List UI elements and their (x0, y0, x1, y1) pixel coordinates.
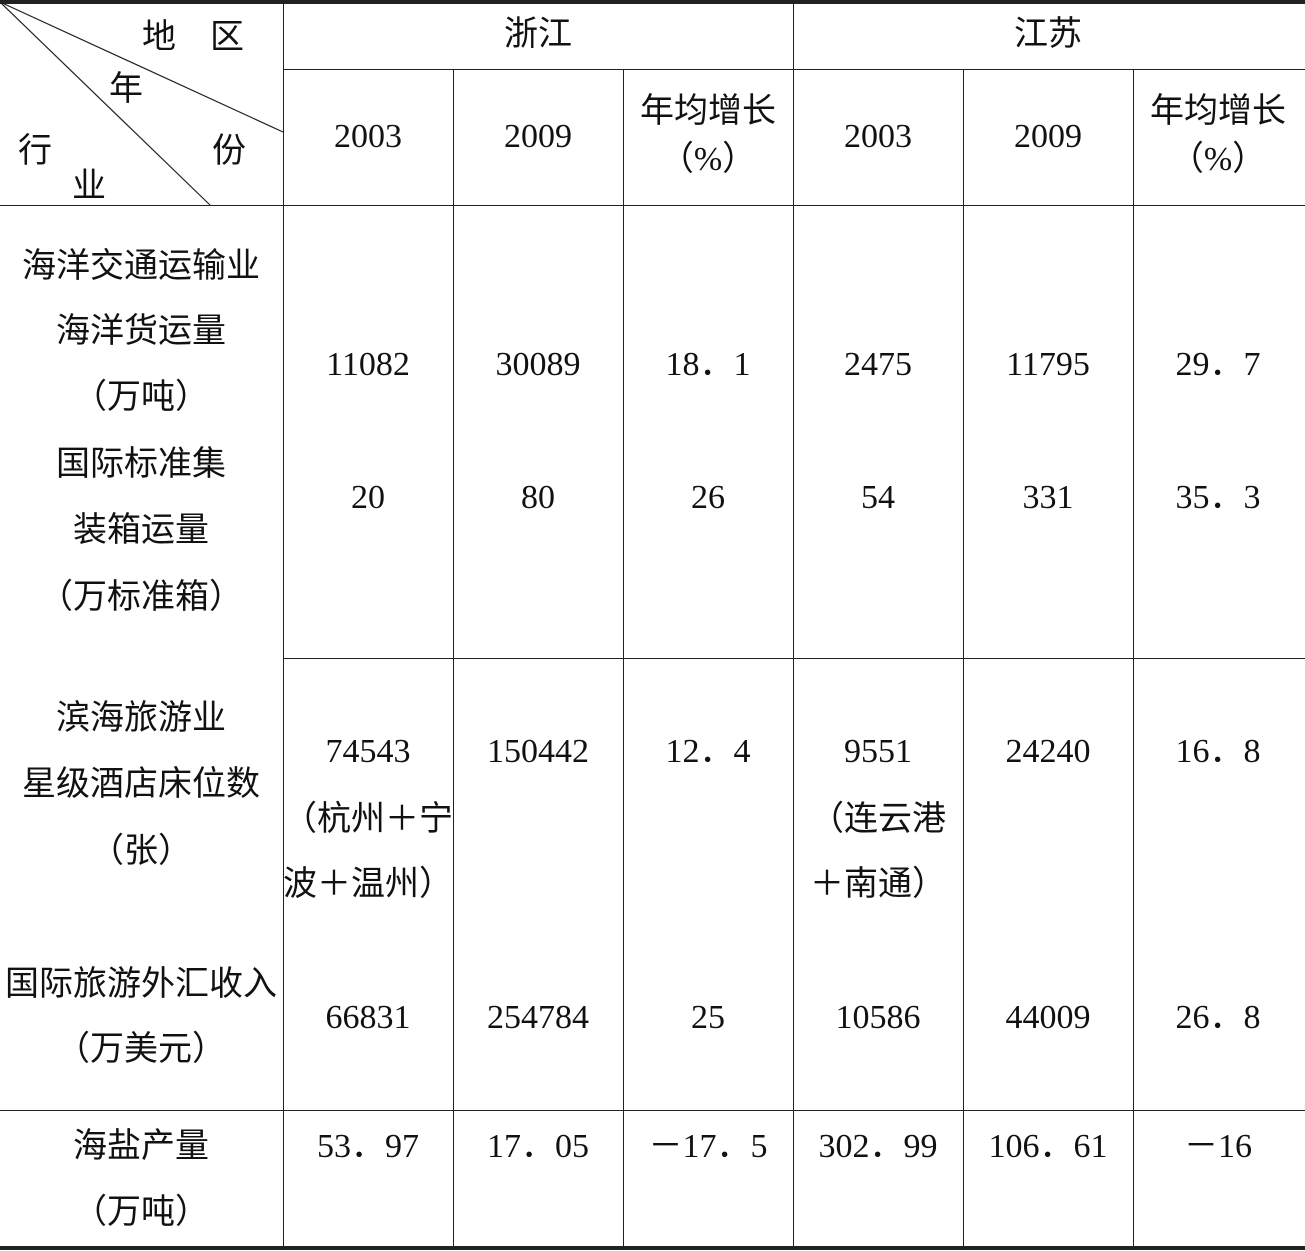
corner-industry-label: 行 (18, 133, 52, 170)
growth-header: 年均增长 (640, 93, 776, 130)
row-divider (0, 1110, 1305, 1111)
cell-note: （连云港 (810, 801, 946, 838)
row-label: 海盐产量 (73, 1128, 209, 1165)
cell: 74543 (325, 733, 411, 770)
cell: 10586 (835, 999, 921, 1036)
row-label: 装箱运量 (73, 512, 209, 549)
row-label: 国际旅游外汇收入 (5, 966, 277, 1003)
row-unit: （万吨） (73, 379, 209, 416)
cell: 9551 (844, 733, 912, 770)
row-unit: （张） (90, 833, 192, 870)
cell: 26．8 (1175, 999, 1261, 1036)
year-header: 2009 (1014, 118, 1082, 155)
cell: 12．4 (665, 733, 751, 770)
top-rule (0, 0, 1305, 4)
cell: 254784 (487, 999, 589, 1036)
year-header: 2009 (504, 118, 572, 155)
corner-year-label: 年 (109, 71, 143, 108)
cell-note: ＋南通） (810, 866, 946, 903)
row-label: 星级酒店床位数 (22, 766, 260, 803)
cell: 302．99 (818, 1128, 938, 1165)
cell: 25 (691, 999, 725, 1036)
cell: 18．1 (665, 346, 751, 383)
cell: 53．97 (317, 1128, 419, 1165)
cell: 16．8 (1175, 733, 1261, 770)
cell-note: 波＋温州） (283, 866, 453, 903)
corner-year-label: 份 (212, 133, 246, 170)
category-label: 滨海旅游业 (56, 700, 226, 737)
cell: 24240 (1005, 733, 1091, 770)
row-unit: （万吨） (73, 1194, 209, 1231)
cell: 11082 (326, 346, 410, 383)
cell-note: （杭州＋宁 (283, 801, 453, 838)
cell: 54 (861, 479, 895, 516)
row-label: 国际标准集 (56, 446, 226, 483)
region-header: 江苏 (1014, 16, 1082, 53)
bottom-rule (0, 1246, 1305, 1250)
row-unit: （万标准箱） (39, 579, 243, 616)
cell: －16 (1184, 1128, 1252, 1165)
year-header: 2003 (334, 118, 402, 155)
col-divider (1133, 69, 1134, 1248)
header-rule (0, 205, 1305, 206)
cell: －17．5 (648, 1128, 768, 1165)
cell: 2475 (844, 346, 912, 383)
cell: 11795 (1006, 346, 1090, 383)
cell: 80 (521, 479, 555, 516)
row-unit: （万美元） (56, 1031, 226, 1068)
row-divider (283, 658, 1305, 659)
corner-diagonals (0, 1, 283, 206)
col-divider (793, 0, 794, 1248)
growth-unit: （%） (1169, 141, 1267, 178)
cell: 150442 (487, 733, 589, 770)
region-divider (283, 69, 1305, 70)
col-divider (283, 0, 284, 1248)
corner-industry-label: 业 (72, 168, 106, 205)
cell: 20 (351, 479, 385, 516)
corner-region-label: 地 区 (142, 19, 244, 56)
category-label: 海洋交通运输业 (22, 248, 260, 285)
row-label: 海洋货运量 (56, 313, 226, 350)
col-divider (963, 69, 964, 1248)
cell: 35．3 (1175, 479, 1261, 516)
cell: 331 (1022, 479, 1074, 516)
col-divider (453, 69, 454, 1248)
cell: 30089 (495, 346, 581, 383)
cell: 44009 (1005, 999, 1091, 1036)
region-header: 浙江 (504, 16, 572, 53)
cell: 26 (691, 479, 725, 516)
growth-header: 年均增长 (1150, 93, 1286, 130)
year-header: 2003 (844, 118, 912, 155)
col-divider (623, 69, 624, 1248)
cell: 29．7 (1175, 346, 1261, 383)
cell: 66831 (325, 999, 411, 1036)
cell: 106．61 (988, 1128, 1108, 1165)
growth-unit: （%） (659, 141, 757, 178)
cell: 17．05 (487, 1128, 589, 1165)
